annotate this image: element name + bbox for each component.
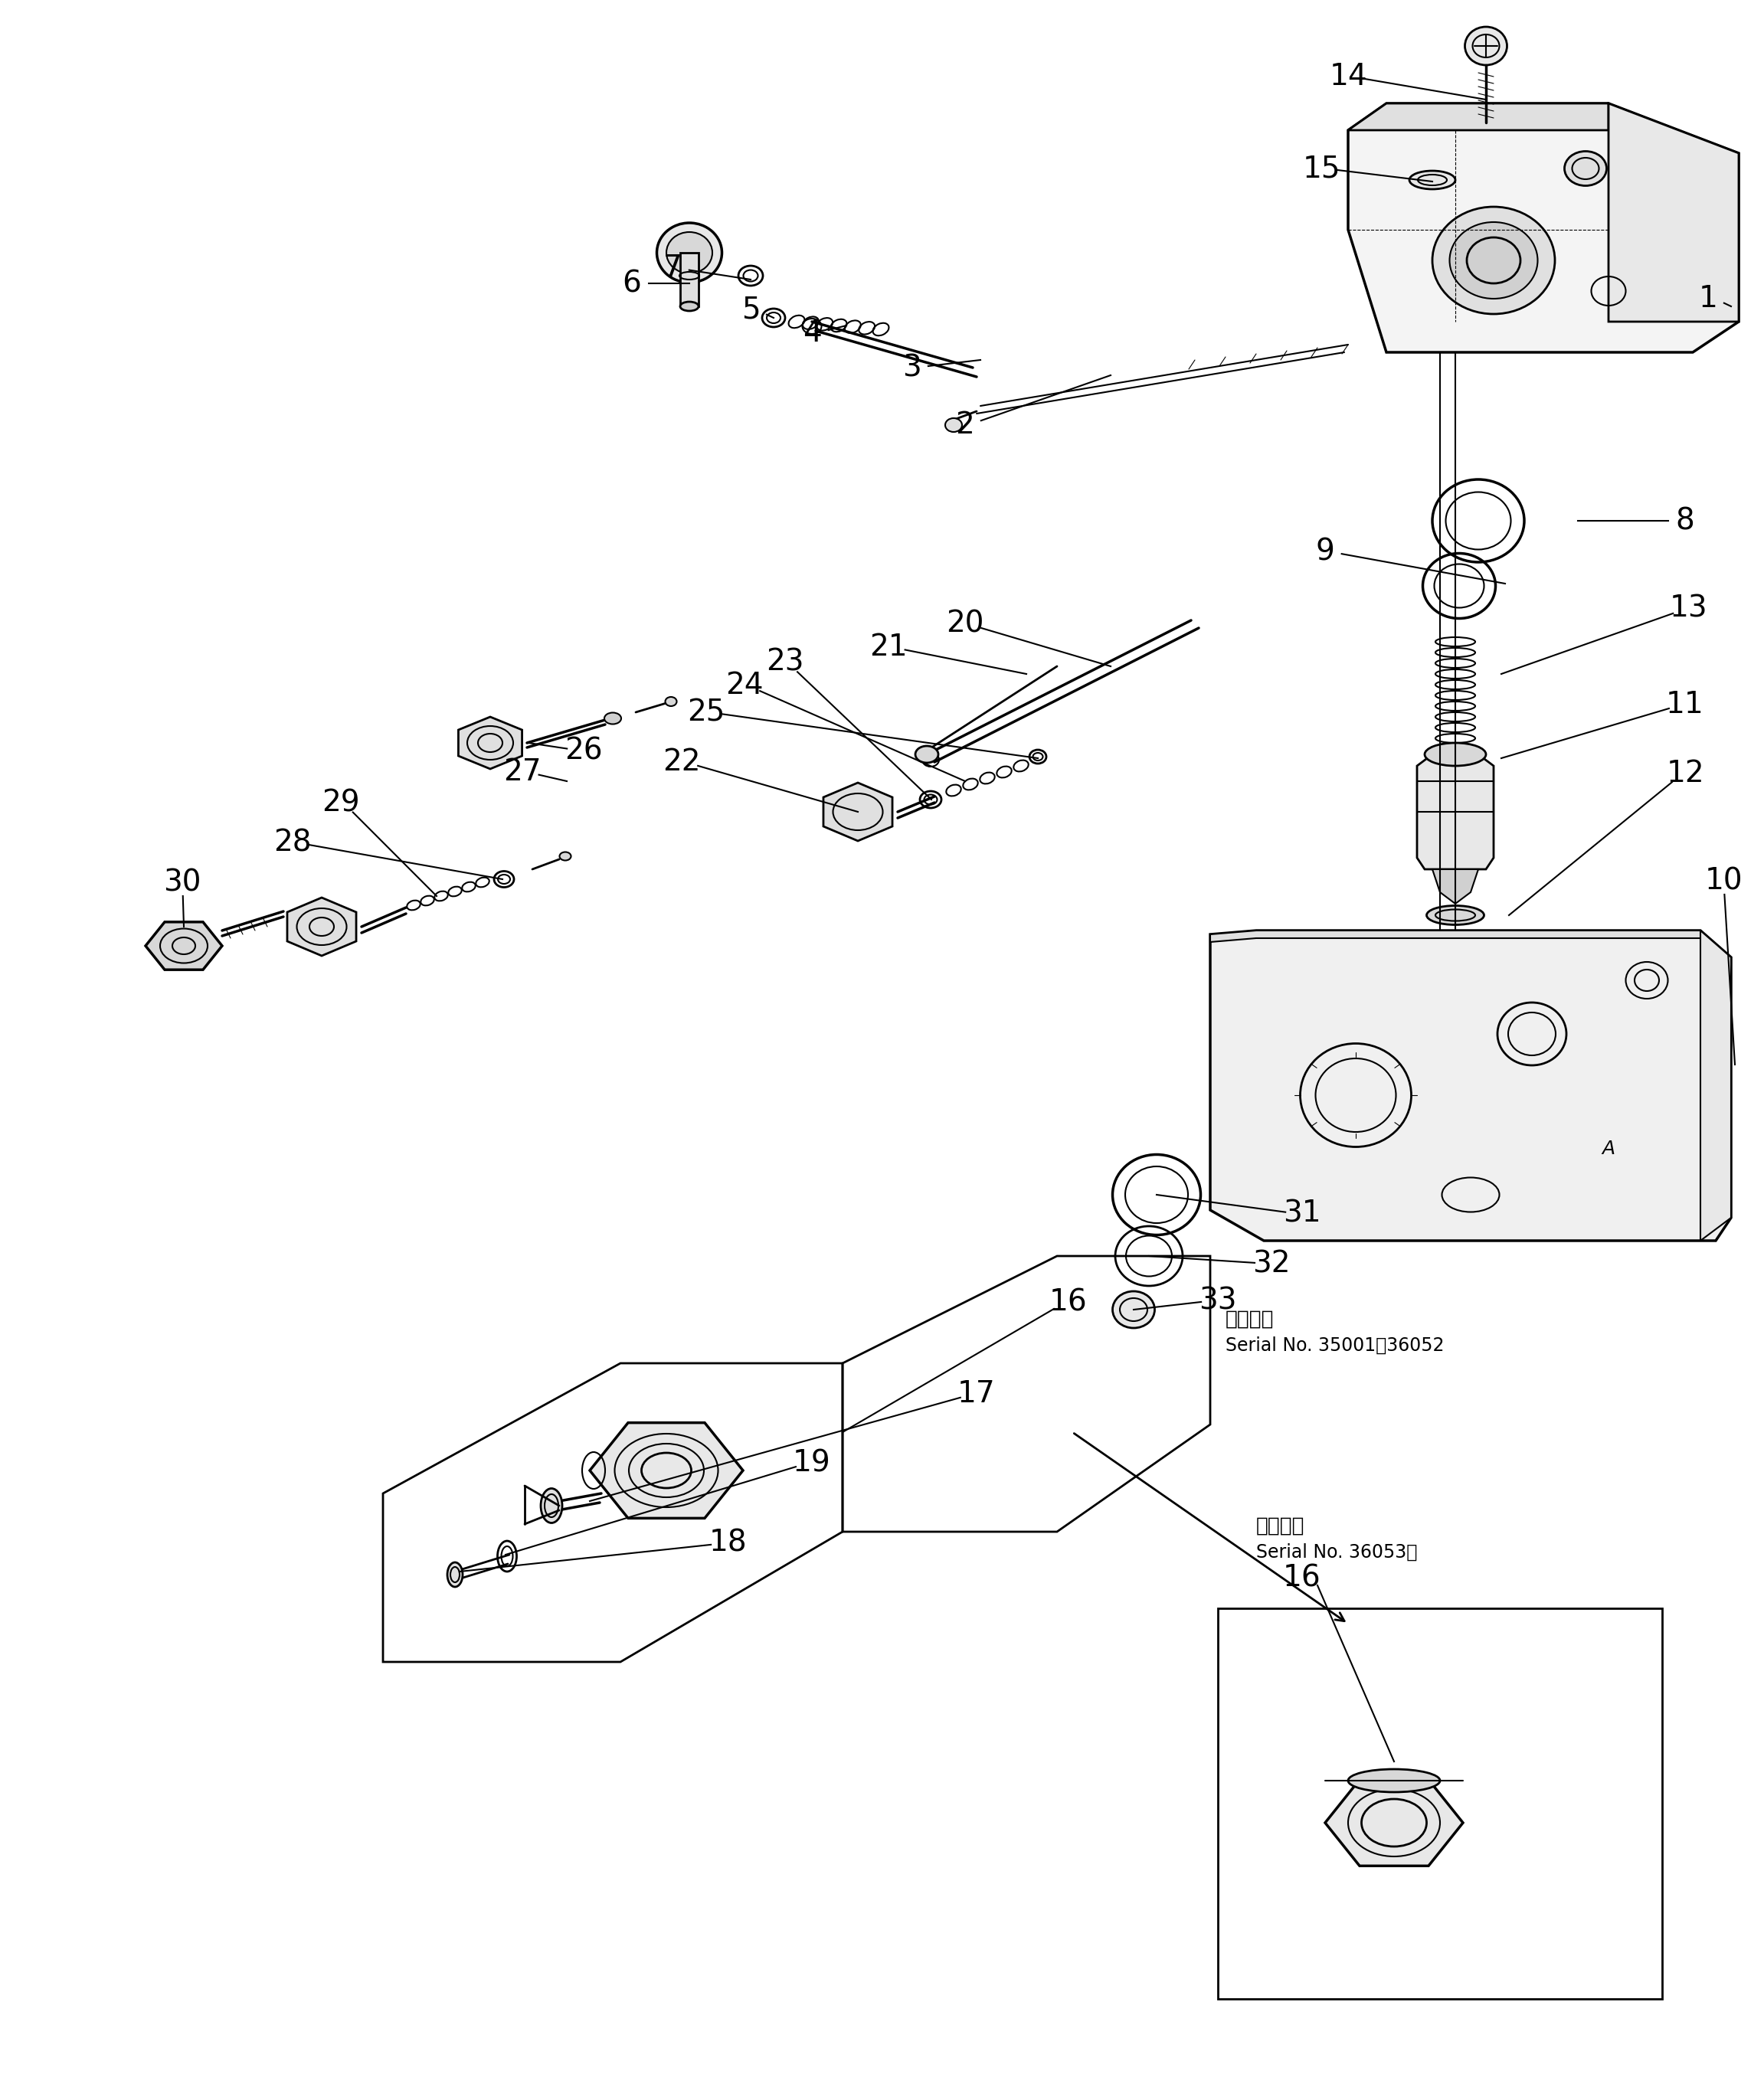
Text: 6: 6 <box>623 269 642 298</box>
Text: 27: 27 <box>503 758 542 788</box>
Text: 32: 32 <box>1252 1250 1291 1279</box>
Text: 5: 5 <box>741 296 760 326</box>
Text: 20: 20 <box>946 609 984 638</box>
Text: 13: 13 <box>1671 594 1708 624</box>
Text: 23: 23 <box>766 649 804 676</box>
Text: 11: 11 <box>1665 691 1704 718</box>
Polygon shape <box>1416 754 1494 869</box>
Polygon shape <box>288 897 356 956</box>
Ellipse shape <box>605 712 621 724</box>
Ellipse shape <box>946 418 961 433</box>
Polygon shape <box>1432 869 1478 903</box>
Polygon shape <box>1210 930 1730 966</box>
Text: 29: 29 <box>321 788 360 817</box>
Text: 適用号機: 適用号機 <box>1256 1516 1305 1537</box>
Polygon shape <box>1348 103 1739 353</box>
Polygon shape <box>1348 103 1609 130</box>
Ellipse shape <box>559 853 572 861</box>
Text: 22: 22 <box>663 748 700 777</box>
Text: 適用号機: 適用号機 <box>1226 1310 1274 1329</box>
Text: 4: 4 <box>803 319 822 349</box>
Text: 7: 7 <box>663 254 683 284</box>
Bar <box>1217 1609 1662 1999</box>
Ellipse shape <box>1348 1768 1439 1791</box>
Polygon shape <box>589 1422 743 1518</box>
Text: A: A <box>1602 1140 1616 1157</box>
Ellipse shape <box>665 697 677 706</box>
Text: 10: 10 <box>1704 865 1743 895</box>
Ellipse shape <box>542 1489 563 1522</box>
Text: 2: 2 <box>956 410 974 439</box>
Text: 33: 33 <box>1200 1285 1237 1315</box>
Text: 25: 25 <box>688 697 725 727</box>
Ellipse shape <box>1427 905 1484 924</box>
Text: 19: 19 <box>792 1449 831 1478</box>
Ellipse shape <box>1409 170 1455 189</box>
Polygon shape <box>1609 103 1739 321</box>
Text: 31: 31 <box>1282 1199 1321 1228</box>
Text: 28: 28 <box>273 827 312 857</box>
Polygon shape <box>1210 930 1730 1241</box>
Ellipse shape <box>1113 1292 1155 1327</box>
Text: 26: 26 <box>564 735 603 764</box>
Ellipse shape <box>667 233 713 273</box>
Ellipse shape <box>1565 151 1607 185</box>
Text: 8: 8 <box>1676 506 1695 536</box>
Text: 17: 17 <box>958 1380 995 1409</box>
Text: 12: 12 <box>1667 758 1704 788</box>
Ellipse shape <box>1425 743 1485 766</box>
Text: 15: 15 <box>1302 153 1341 183</box>
Ellipse shape <box>681 302 699 311</box>
Polygon shape <box>1325 1779 1462 1867</box>
Text: 18: 18 <box>709 1529 746 1558</box>
Text: Serial No. 35001～36052: Serial No. 35001～36052 <box>1226 1336 1445 1354</box>
Text: 21: 21 <box>870 632 907 662</box>
Ellipse shape <box>1464 27 1506 65</box>
Ellipse shape <box>1432 206 1554 315</box>
Polygon shape <box>1700 930 1730 1241</box>
Ellipse shape <box>656 223 721 284</box>
Ellipse shape <box>1450 223 1538 298</box>
Ellipse shape <box>916 746 938 762</box>
Bar <box>681 252 699 307</box>
Text: Serial No. 36053～: Serial No. 36053～ <box>1256 1543 1416 1562</box>
Text: 14: 14 <box>1328 63 1367 90</box>
Text: 3: 3 <box>901 353 921 382</box>
Polygon shape <box>459 716 522 769</box>
Text: 24: 24 <box>725 670 764 699</box>
Text: 30: 30 <box>164 867 201 897</box>
Text: 16: 16 <box>1282 1562 1321 1592</box>
Text: 1: 1 <box>1699 284 1718 313</box>
Ellipse shape <box>448 1562 462 1588</box>
Text: 16: 16 <box>1050 1287 1088 1317</box>
Text: 9: 9 <box>1316 538 1335 567</box>
Polygon shape <box>824 783 893 840</box>
Polygon shape <box>146 922 222 970</box>
